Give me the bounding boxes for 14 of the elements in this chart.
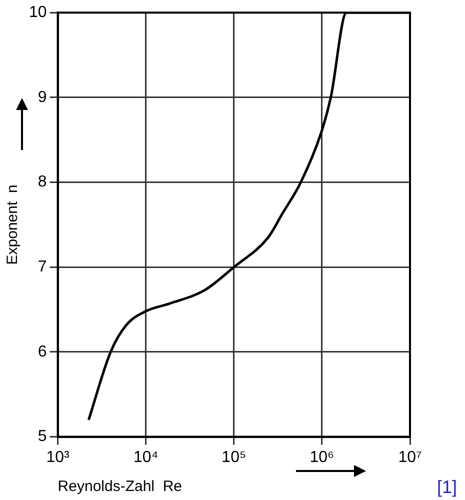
x-tick-label: 10⁵ [222,448,246,466]
text: [1] [436,477,457,498]
y-tick-label: 5 [38,428,47,446]
y-tick-label: 6 [38,343,47,360]
x-axis-title: Reynolds-Zahl Re [58,478,182,496]
x-tick-label: 10⁴ [134,448,158,466]
y-tick-label: 9 [38,88,47,106]
x-tick-label: 10³ [46,448,70,466]
x-tick-label: 10⁷ [398,448,422,466]
y-axis-title: Exponent n [4,184,22,265]
y-tick-label: 10 [29,4,47,22]
x-tick-label: 10⁶ [310,448,334,466]
y-tick-label: 8 [38,174,47,191]
y-tick-label: 7 [38,258,47,276]
